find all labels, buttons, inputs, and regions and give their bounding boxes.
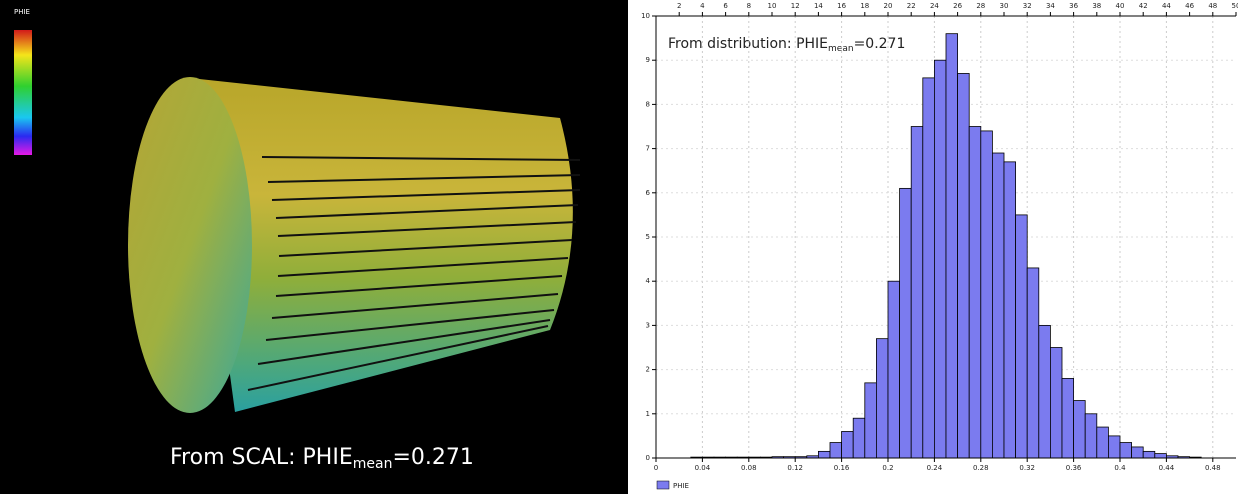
bar: [1027, 268, 1039, 458]
top-tick-label: 24: [930, 2, 939, 10]
cylinder-face: [128, 77, 252, 413]
bar: [992, 153, 1004, 458]
bar: [830, 443, 842, 458]
annotation: From distribution: PHIEmean=0.271: [668, 36, 905, 54]
top-tick-label: 20: [884, 2, 893, 10]
x-tick-label: 0.2: [882, 464, 893, 472]
y-tick-label: 3: [646, 321, 650, 329]
x-tick-label: 0.28: [973, 464, 989, 472]
x-tick-label: 0: [654, 464, 658, 472]
top-tick-label: 28: [976, 2, 985, 10]
caption-suffix: =0.271: [392, 445, 473, 470]
top-tick-label: 8: [747, 2, 751, 10]
y-tick-label: 1: [646, 410, 650, 418]
top-tick-label: 50: [1232, 2, 1238, 10]
bar: [934, 60, 946, 458]
top-tick-label: 34: [1046, 2, 1055, 10]
bar: [1074, 401, 1086, 458]
y-tick-label: 4: [646, 277, 651, 285]
top-tick-label: 12: [791, 2, 800, 10]
top-tick-label: 4: [700, 2, 705, 10]
bar: [865, 383, 877, 458]
color-bar-title: PHIE: [14, 8, 30, 16]
x-tick-label: 0.24: [927, 464, 943, 472]
top-tick-label: 44: [1162, 2, 1171, 10]
top-tick-label: 6: [723, 2, 728, 10]
top-tick-label: 40: [1116, 2, 1125, 10]
y-tick-label: 0: [646, 454, 650, 462]
bar: [1062, 378, 1074, 458]
bar: [1097, 427, 1109, 458]
x-tick-label: 0.4: [1114, 464, 1126, 472]
color-bar: [14, 30, 32, 155]
bar: [1039, 325, 1051, 458]
bar: [1132, 447, 1144, 458]
bar: [1016, 215, 1028, 458]
x-tick-label: 0.04: [695, 464, 711, 472]
y-tick-label: 9: [646, 56, 650, 64]
legend-label: PHIE: [673, 482, 689, 490]
top-tick-label: 38: [1092, 2, 1101, 10]
x-tick-label: 0.48: [1205, 464, 1221, 472]
scene-panel: PHIE From SCAL: PHIEmean=0.271: [0, 0, 628, 494]
top-tick-label: 42: [1139, 2, 1148, 10]
x-tick-label: 0.36: [1066, 464, 1082, 472]
x-tick-label: 0.08: [741, 464, 757, 472]
y-tick-label: 5: [646, 233, 650, 241]
top-tick-label: 10: [768, 2, 777, 10]
bar: [1155, 454, 1167, 458]
bar: [842, 431, 854, 458]
y-tick-label: 7: [646, 145, 650, 153]
bar: [1004, 162, 1016, 458]
annotation-prefix: From distribution: PHIE: [668, 36, 828, 52]
bar: [981, 131, 993, 458]
x-tick-label: 0.12: [787, 464, 803, 472]
bar: [911, 127, 923, 459]
top-tick-label: 22: [907, 2, 916, 10]
histogram-panel: From distribution: PHIEmean=0.271 0 0.04 0…: [641, 2, 1238, 490]
y-tick-label: 6: [646, 189, 651, 197]
bar: [969, 127, 981, 459]
y-tick-label: 8: [646, 100, 650, 108]
bar: [1108, 436, 1120, 458]
x-tick-label: 0.16: [834, 464, 850, 472]
top-tick-label: 30: [1000, 2, 1009, 10]
y-tick-label: 10: [641, 12, 650, 20]
bar: [888, 281, 900, 458]
page: PHIE From SCAL: PHIEmean=0.271 From dist…: [0, 0, 1238, 494]
caption-prefix: From SCAL: PHIE: [170, 445, 353, 470]
top-tick-label: 48: [1208, 2, 1217, 10]
bar: [923, 78, 935, 458]
top-tick-label: 32: [1023, 2, 1032, 10]
annotation-subscript: mean: [828, 44, 854, 54]
bar: [1120, 443, 1132, 458]
x-tick-label: 0.32: [1019, 464, 1035, 472]
bar: [1050, 348, 1062, 459]
top-tick-label: 14: [814, 2, 823, 10]
top-tick-label: 16: [837, 2, 846, 10]
bar: [946, 34, 958, 458]
top-tick-label: 18: [860, 2, 869, 10]
bar: [853, 418, 865, 458]
bar: [958, 73, 970, 458]
top-tick-label: 2: [677, 2, 681, 10]
top-tick-label: 26: [953, 2, 962, 10]
bar: [876, 339, 888, 458]
bar: [818, 451, 830, 458]
top-tick-label: 46: [1185, 2, 1194, 10]
scene-caption: From SCAL: PHIEmean=0.271: [170, 445, 474, 472]
annotation-suffix: =0.271: [854, 36, 906, 52]
legend-swatch: [657, 481, 669, 489]
bar: [1085, 414, 1097, 458]
caption-subscript: mean: [353, 456, 393, 472]
top-tick-label: 36: [1069, 2, 1078, 10]
bar: [900, 188, 912, 458]
x-tick-label: 0.44: [1159, 464, 1175, 472]
y-tick-label: 2: [646, 366, 650, 374]
bar: [1143, 451, 1155, 458]
